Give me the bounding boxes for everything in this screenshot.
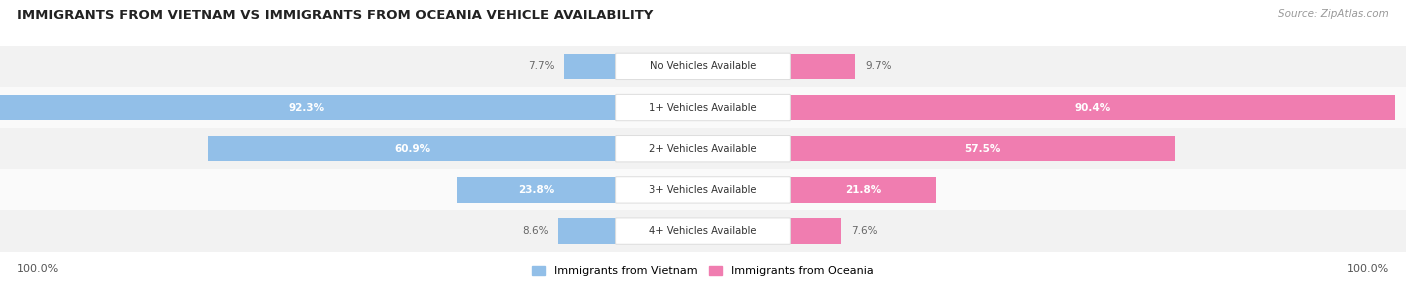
- Text: 100.0%: 100.0%: [1347, 264, 1389, 274]
- Bar: [0, 95, 616, 120]
- Bar: [790, 136, 1175, 162]
- Text: No Vehicles Available: No Vehicles Available: [650, 61, 756, 71]
- Bar: [0, 210, 1406, 252]
- Bar: [208, 136, 616, 162]
- FancyBboxPatch shape: [616, 53, 790, 80]
- Bar: [790, 95, 1395, 120]
- FancyBboxPatch shape: [616, 136, 790, 162]
- FancyBboxPatch shape: [616, 94, 790, 121]
- Bar: [558, 218, 616, 244]
- Bar: [0, 169, 1406, 210]
- FancyBboxPatch shape: [616, 218, 790, 244]
- Text: 9.7%: 9.7%: [865, 61, 891, 71]
- Bar: [790, 218, 841, 244]
- Bar: [790, 53, 855, 79]
- Text: 8.6%: 8.6%: [522, 226, 548, 236]
- Text: 3+ Vehicles Available: 3+ Vehicles Available: [650, 185, 756, 195]
- Bar: [564, 53, 616, 79]
- Text: 60.9%: 60.9%: [394, 144, 430, 154]
- Text: 4+ Vehicles Available: 4+ Vehicles Available: [650, 226, 756, 236]
- Legend: Immigrants from Vietnam, Immigrants from Oceania: Immigrants from Vietnam, Immigrants from…: [527, 261, 879, 281]
- Text: 90.4%: 90.4%: [1074, 103, 1111, 112]
- FancyBboxPatch shape: [616, 177, 790, 203]
- Text: 57.5%: 57.5%: [965, 144, 1001, 154]
- Text: 92.3%: 92.3%: [288, 103, 325, 112]
- Text: 7.6%: 7.6%: [851, 226, 877, 236]
- Text: 23.8%: 23.8%: [519, 185, 554, 195]
- Bar: [790, 177, 936, 203]
- Bar: [0, 87, 1406, 128]
- Text: 1+ Vehicles Available: 1+ Vehicles Available: [650, 103, 756, 112]
- Bar: [457, 177, 616, 203]
- Text: IMMIGRANTS FROM VIETNAM VS IMMIGRANTS FROM OCEANIA VEHICLE AVAILABILITY: IMMIGRANTS FROM VIETNAM VS IMMIGRANTS FR…: [17, 9, 654, 21]
- Bar: [0, 128, 1406, 169]
- Text: 2+ Vehicles Available: 2+ Vehicles Available: [650, 144, 756, 154]
- Bar: [0, 46, 1406, 87]
- Text: 100.0%: 100.0%: [17, 264, 59, 274]
- Text: 21.8%: 21.8%: [845, 185, 882, 195]
- Text: 7.7%: 7.7%: [527, 61, 554, 71]
- Text: Source: ZipAtlas.com: Source: ZipAtlas.com: [1278, 9, 1389, 19]
